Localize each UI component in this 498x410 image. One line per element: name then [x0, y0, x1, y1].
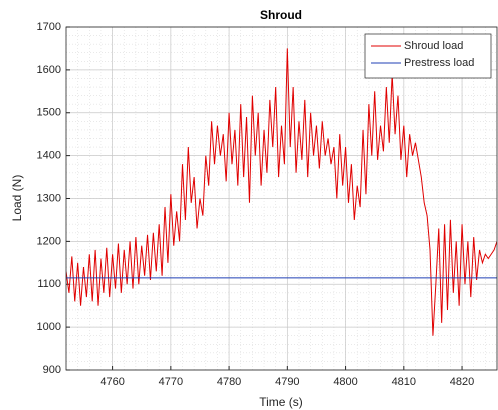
y-tick-label: 1700 — [37, 21, 61, 33]
y-tick-label: 900 — [43, 364, 61, 376]
legend-label: Prestress load — [404, 57, 474, 69]
legend: Shroud load Prestress load — [364, 33, 492, 79]
x-tick-label: 4780 — [217, 376, 241, 388]
x-tick-label: 4790 — [275, 376, 299, 388]
y-tick-label: 1300 — [37, 192, 61, 204]
axes-box — [65, 26, 498, 371]
x-tick-label: 4810 — [392, 376, 416, 388]
y-tick-label: 1200 — [37, 235, 61, 247]
y-tick-label: 1400 — [37, 150, 61, 162]
legend-box — [364, 33, 492, 79]
x-tick-label: 4800 — [333, 376, 357, 388]
chart-title: Shroud — [260, 8, 302, 22]
x-tick-label: 4820 — [450, 376, 474, 388]
y-tick-label: 1100 — [37, 278, 61, 290]
x-tick-label: 4770 — [159, 376, 183, 388]
y-tick-label: 1600 — [37, 64, 61, 76]
y-tick-label: 1000 — [37, 321, 61, 333]
y-axis-label: Load (N) — [10, 175, 24, 222]
legend-label: Shroud load — [404, 40, 463, 52]
series-line — [66, 48, 497, 336]
y-tick-label: 1500 — [37, 107, 61, 119]
x-tick-label: 4760 — [100, 376, 124, 388]
x-axis-label: Time (s) — [259, 395, 303, 409]
